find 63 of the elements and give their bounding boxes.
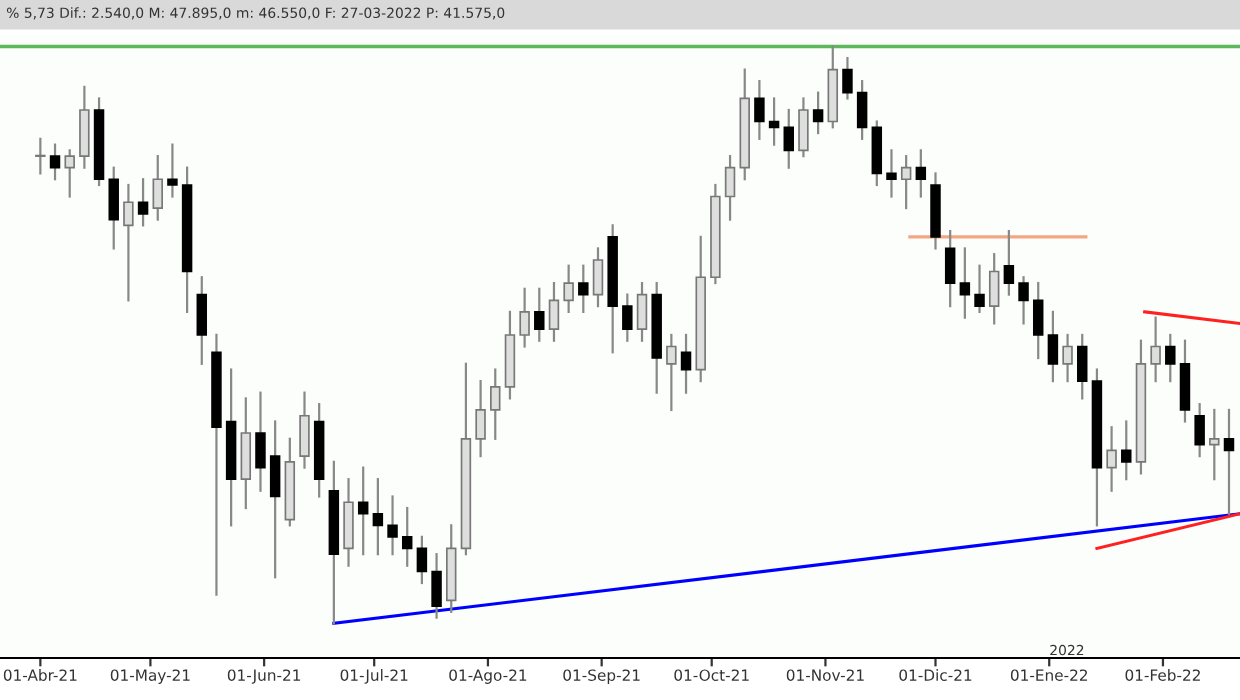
candlestick xyxy=(1032,281,1044,360)
candlestick xyxy=(1018,276,1029,325)
candlestick xyxy=(959,247,971,319)
candlestick xyxy=(534,287,545,342)
candlestick xyxy=(64,149,75,198)
candlestick xyxy=(431,553,442,619)
candlestick xyxy=(299,391,310,469)
candlestick xyxy=(167,143,178,198)
candlestick xyxy=(812,91,824,135)
candlestick xyxy=(196,276,208,365)
candlestick xyxy=(871,120,883,187)
candlestick xyxy=(1223,408,1235,515)
candlestick xyxy=(401,506,413,567)
candlestick xyxy=(636,281,648,342)
candlestick xyxy=(974,264,985,313)
candlestick xyxy=(592,247,604,308)
candlestick xyxy=(724,155,736,221)
candlestick xyxy=(1077,333,1088,400)
candlestick xyxy=(372,478,384,556)
candlestick xyxy=(1062,333,1073,383)
candlestick xyxy=(255,391,266,492)
candlestick xyxy=(783,108,794,169)
candlestick xyxy=(357,466,369,556)
candlestick xyxy=(900,155,912,210)
candlestick xyxy=(886,149,897,198)
candlestick xyxy=(240,397,252,510)
candlestick xyxy=(1121,420,1132,481)
candlestick xyxy=(490,368,501,440)
candlestick xyxy=(842,56,853,100)
candlestick xyxy=(152,155,163,221)
candlestick xyxy=(1150,316,1161,383)
candlestick xyxy=(49,143,61,181)
candlestick xyxy=(666,333,677,412)
candlestick xyxy=(79,85,90,169)
candlestick xyxy=(622,293,633,342)
candlestick xyxy=(944,230,956,308)
candlestick xyxy=(754,80,765,140)
candlestick xyxy=(475,380,486,458)
candlestick xyxy=(680,333,692,394)
candlestick xyxy=(387,495,398,556)
candlestick xyxy=(1179,339,1191,423)
candlestick xyxy=(578,264,589,313)
candlestick xyxy=(915,149,927,198)
candlestick xyxy=(1003,230,1015,296)
candlestick xyxy=(269,420,281,579)
candlestick xyxy=(1047,310,1059,383)
candlestick xyxy=(798,97,809,158)
candlestick xyxy=(108,166,119,250)
candlestick xyxy=(1165,333,1176,383)
candlestick xyxy=(988,253,1000,325)
candlestick xyxy=(1106,426,1117,492)
candlestick xyxy=(1209,408,1220,481)
candlestick xyxy=(1194,403,1205,458)
candlestick xyxy=(548,281,560,342)
candlestick xyxy=(123,183,134,302)
candlestick xyxy=(563,264,574,313)
candlestick xyxy=(519,287,530,348)
candlestick xyxy=(416,535,428,585)
candlestick xyxy=(137,178,149,227)
candlestick xyxy=(768,97,780,146)
candlestick xyxy=(35,137,46,175)
candlestick xyxy=(343,478,354,567)
candlestick xyxy=(856,80,868,140)
